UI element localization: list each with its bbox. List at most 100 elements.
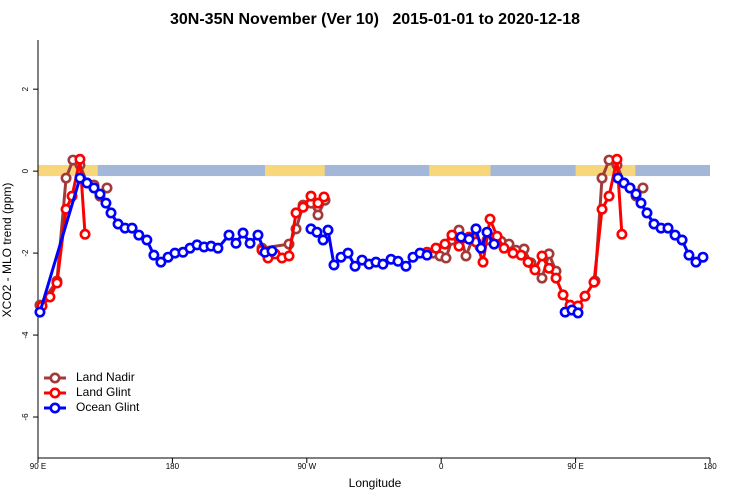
- legend-marker: [49, 372, 61, 384]
- series-point: [252, 229, 264, 241]
- series-point: [318, 191, 330, 203]
- series-point: [148, 249, 160, 261]
- series-point: [477, 256, 489, 268]
- series-point: [230, 237, 242, 249]
- series-point: [522, 256, 534, 268]
- land-band: [429, 164, 491, 177]
- series-point: [141, 234, 153, 246]
- series-point: [588, 276, 600, 288]
- series-point: [460, 250, 472, 262]
- y-tick-label: -2: [21, 249, 30, 257]
- series-point: [683, 249, 695, 261]
- legend-label: Ocean Glint: [76, 400, 140, 414]
- series-point: [322, 224, 334, 236]
- y-axis-label: XCO2 - MLO trend (ppm): [0, 183, 14, 318]
- series-point: [283, 250, 295, 262]
- series-point: [611, 153, 623, 165]
- series-point: [446, 229, 458, 241]
- series-point: [596, 172, 608, 184]
- series-point: [596, 203, 608, 215]
- series-point: [74, 153, 86, 165]
- series-point: [237, 227, 249, 239]
- ocean-band: [38, 164, 710, 177]
- chart-title: 30N-35N November (Ver 10) 2015-01-01 to …: [170, 11, 580, 28]
- series-point: [44, 291, 56, 303]
- series-point: [105, 207, 117, 219]
- series-point: [342, 247, 354, 259]
- series-point: [624, 182, 636, 194]
- series-point: [212, 242, 224, 254]
- x-tick-label: 180: [703, 462, 717, 471]
- series-point: [603, 190, 615, 202]
- series-point: [305, 190, 317, 202]
- x-tick-label: 180: [166, 462, 180, 471]
- series-point: [100, 197, 112, 209]
- series-point: [297, 201, 309, 213]
- legend-marker: [49, 402, 61, 414]
- series-point: [676, 234, 688, 246]
- series-point: [266, 245, 278, 257]
- series-point: [421, 249, 433, 261]
- series-point: [550, 272, 562, 284]
- series-point: [536, 272, 548, 284]
- series-point: [430, 242, 442, 254]
- series-line: [38, 175, 704, 315]
- series-point: [440, 252, 452, 264]
- series-point: [543, 262, 555, 274]
- series-point: [155, 256, 167, 268]
- series-point: [536, 250, 548, 262]
- series-point: [60, 172, 72, 184]
- series-point: [662, 222, 674, 234]
- series-point: [51, 277, 63, 289]
- y-tick-label: -4: [21, 331, 30, 339]
- series-point: [697, 251, 709, 263]
- series-point: [669, 229, 681, 241]
- series-point: [616, 228, 628, 240]
- series-point: [311, 226, 323, 238]
- series-point: [349, 260, 361, 272]
- series-point: [312, 209, 324, 221]
- series-point: [312, 197, 324, 209]
- x-tick-label: 90 E: [567, 462, 583, 471]
- x-tick-label: 90 E: [30, 462, 46, 471]
- series-point: [515, 249, 527, 261]
- land-band: [264, 164, 325, 177]
- series-point: [126, 222, 138, 234]
- series-point: [223, 229, 235, 241]
- x-tick-label: 90 W: [297, 462, 316, 471]
- series-point: [392, 255, 404, 267]
- series-point: [453, 240, 465, 252]
- series-point: [34, 306, 46, 318]
- series-point: [498, 242, 510, 254]
- series-point: [400, 260, 412, 272]
- series-point: [637, 182, 649, 194]
- series-point: [133, 229, 145, 241]
- y-tick-label: 0: [21, 168, 30, 173]
- series-point: [557, 289, 569, 301]
- x-axis-label: Longitude: [349, 476, 402, 490]
- series-point: [74, 172, 86, 184]
- series-point: [377, 258, 389, 270]
- series-point: [94, 188, 106, 200]
- series-point: [579, 290, 591, 302]
- series-point: [81, 177, 93, 189]
- x-tick-label: 0: [439, 462, 444, 471]
- series-point: [79, 228, 91, 240]
- legend-marker: [49, 387, 61, 399]
- series-point: [88, 182, 100, 194]
- series-point: [481, 226, 493, 238]
- legend-label: Land Nadir: [76, 370, 135, 384]
- series-point: [439, 238, 451, 250]
- series-point: [572, 307, 584, 319]
- series-point: [641, 207, 653, 219]
- series-point: [290, 207, 302, 219]
- series-point: [463, 233, 475, 245]
- series-point: [630, 188, 642, 200]
- series-point: [101, 182, 113, 194]
- series-point: [529, 264, 541, 276]
- series-point: [328, 259, 340, 271]
- series-point: [484, 213, 496, 225]
- series-point: [317, 234, 329, 246]
- series-point: [475, 242, 487, 254]
